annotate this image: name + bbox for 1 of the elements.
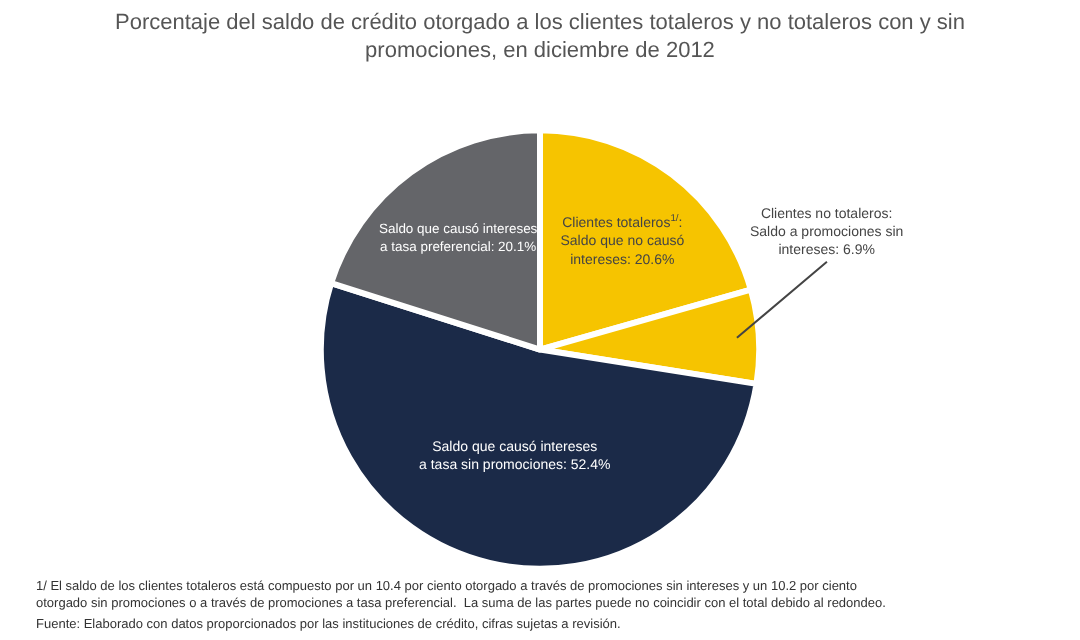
- chart-title: Porcentaje del saldo de crédito otorgado a los clientes totaleros y no totaleros con y sin promociones, en diciembre de 2012: [115, 10, 965, 64]
